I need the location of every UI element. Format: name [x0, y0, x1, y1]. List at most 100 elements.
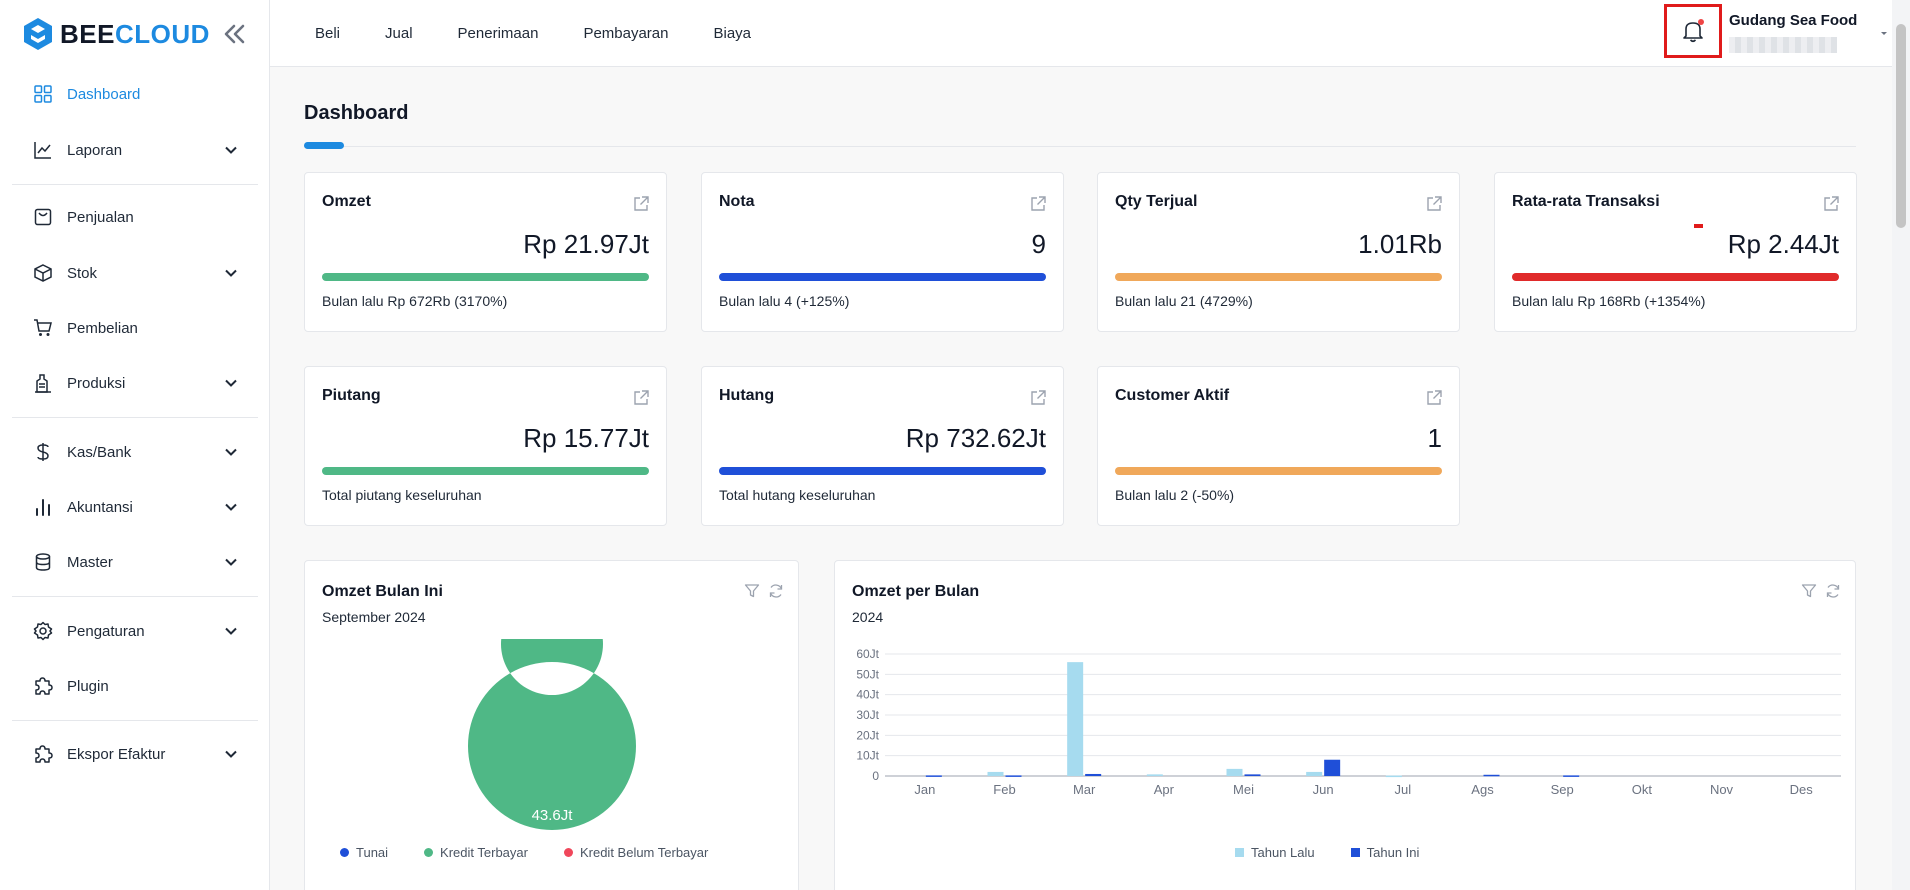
kpi-bar [719, 273, 1046, 281]
kpi-subtitle: Bulan lalu Rp 672Rb (3170%) [322, 293, 508, 309]
legend-label: Tunai [356, 845, 389, 860]
legend-item-tunai[interactable]: Tunai [340, 845, 388, 860]
page-scrollbar[interactable] [1892, 0, 1910, 890]
sidebar-item-label: Pengaturan [67, 622, 145, 640]
kpi-value: Rp 15.77Jt [523, 423, 649, 453]
x-tick-label: Ags [1471, 782, 1494, 797]
bar-tahun-ini-jan[interactable] [925, 775, 942, 777]
title-divider [304, 146, 1856, 147]
bar-tahun-lalu-mei[interactable] [1226, 768, 1243, 776]
beecloud-logo-icon [24, 18, 52, 50]
bar-tahun-ini-jun[interactable] [1324, 759, 1341, 776]
external-link-icon[interactable] [632, 195, 650, 213]
chevron-down-icon [225, 750, 237, 758]
topnav-jual[interactable]: Jual [385, 25, 413, 42]
cart-icon [32, 317, 54, 339]
sidebar-item-stok[interactable]: Stok [12, 251, 258, 295]
kpi-card-rata-rata-transaksi: Rata-rata Transaksi Rp 2.44Jt Bulan lalu R… [1494, 172, 1857, 332]
user-menu[interactable]: Gudang Sea Food [1729, 12, 1889, 56]
bar-tahun-lalu-apr[interactable] [1146, 774, 1163, 776]
bar-tahun-ini-sep[interactable] [1563, 775, 1580, 777]
kpi-title: Nota [719, 193, 755, 210]
scrollbar-thumb[interactable] [1896, 24, 1906, 228]
legend-swatch [1235, 848, 1244, 857]
topnav-beli[interactable]: Beli [315, 25, 341, 42]
chevron-down-icon [225, 269, 237, 277]
sidebar-item-label: Plugin [67, 677, 109, 695]
sidebar-divider [12, 720, 258, 721]
brand-logo[interactable]: BEECLOUD [22, 16, 210, 52]
x-tick-label: Nov [1710, 782, 1734, 797]
x-tick-label: Mei [1233, 782, 1254, 797]
legend-label: Tahun Lalu [1251, 845, 1315, 860]
bar-tahun-ini-mar[interactable] [1085, 773, 1102, 776]
sidebar-item-ekspor-efaktur[interactable]: Ekspor Efaktur [12, 732, 258, 776]
user-name: Gudang Sea Food [1729, 12, 1858, 29]
external-link-icon[interactable] [1425, 195, 1443, 213]
external-link-icon[interactable] [1029, 389, 1047, 407]
external-link-icon[interactable] [1029, 195, 1047, 213]
topnav-biaya[interactable]: Biaya [713, 25, 752, 42]
sidebar-divider [12, 184, 258, 185]
sidebar-item-produksi[interactable]: Produksi [12, 361, 258, 405]
x-tick-label: Okt [1632, 782, 1653, 797]
brand-name-part2: CLOUD [114, 18, 210, 49]
sidebar-divider [12, 417, 258, 418]
y-tick-label: 20Jt [856, 728, 879, 742]
external-link-icon[interactable] [1822, 195, 1840, 213]
sidebar-item-label: Dashboard [67, 85, 141, 103]
sidebar-item-pembelian[interactable]: Pembelian [12, 306, 258, 350]
sidebar-item-plugin[interactable]: Plugin [12, 664, 258, 708]
filter-icon[interactable] [744, 583, 760, 599]
bar-tahun-ini-mei[interactable] [1244, 774, 1261, 776]
sidebar-item-akuntansi[interactable]: Akuntansi [12, 485, 258, 529]
bar-tahun-lalu-jun[interactable] [1306, 771, 1323, 776]
x-tick-label: Des [1790, 782, 1814, 797]
kpi-subtitle: Total hutang keseluruhan [719, 487, 876, 503]
donut-overlap-label: 28.3.9Jt [527, 669, 577, 685]
refresh-icon[interactable] [1825, 583, 1841, 599]
bar-tahun-ini-feb[interactable] [1005, 775, 1022, 777]
notification-button[interactable] [1664, 4, 1722, 58]
kpi-bar [719, 467, 1046, 475]
x-tick-label: Apr [1154, 782, 1175, 797]
kpi-card-omzet: Omzet Rp 21.97Jt Bulan lalu Rp 672Rb (3170… [304, 172, 667, 332]
topnav-penerimaan[interactable]: Penerimaan [457, 25, 539, 42]
collapse-sidebar-button[interactable] [218, 18, 250, 50]
dollar-icon [32, 441, 54, 463]
chevron-down-icon [225, 146, 237, 154]
kpi-title: Rata-rata Transaksi [1512, 193, 1660, 210]
bar-tahun-ini-ags[interactable] [1483, 774, 1500, 777]
puzzle-icon [32, 743, 54, 765]
red-marker [1694, 224, 1703, 228]
kpi-title: Hutang [719, 387, 775, 404]
donut-slice-kredit-terbayar[interactable] [468, 639, 636, 830]
sidebar-item-dashboard[interactable]: Dashboard [12, 72, 258, 116]
sidebar-item-label: Ekspor Efaktur [67, 745, 166, 763]
topnav-pembayaran[interactable]: Pembayaran [583, 25, 669, 42]
sidebar-item-kas-bank[interactable]: Kas/Bank [12, 430, 258, 474]
kpi-value: 9 [1031, 229, 1046, 259]
chevron-down-icon [225, 503, 237, 511]
legend-item-tahun-ini[interactable]: Tahun Ini [1350, 845, 1419, 860]
external-link-icon[interactable] [632, 389, 650, 407]
legend-label: Kredit Belum Terbayar [579, 845, 709, 860]
external-link-icon[interactable] [1425, 389, 1443, 407]
bar-tahun-lalu-feb[interactable] [987, 771, 1004, 776]
x-tick-label: Feb [993, 782, 1015, 797]
kpi-bar [1512, 273, 1839, 281]
filter-icon[interactable] [1801, 583, 1817, 599]
bar-tahun-lalu-mar[interactable] [1067, 662, 1084, 776]
sidebar-item-pengaturan[interactable]: Pengaturan [12, 609, 258, 653]
bar-tahun-lalu-jul[interactable] [1385, 775, 1402, 778]
legend-item-kredit-belum-terbayar[interactable]: Kredit Belum Terbayar [563, 845, 709, 860]
sidebar-item-master[interactable]: Master [12, 540, 258, 584]
refresh-icon[interactable] [768, 583, 784, 599]
legend-item-kredit-terbayar[interactable]: Kredit Terbayar [424, 845, 528, 860]
x-tick-label: Jan [914, 782, 935, 797]
legend-item-tahun-lalu[interactable]: Tahun Lalu [1235, 845, 1315, 860]
kpi-card-customer-aktif: Customer Aktif 1 Bulan lalu 2 (-50%) [1097, 366, 1460, 526]
sidebar-item-penjualan[interactable]: Penjualan [12, 195, 258, 239]
sidebar-item-laporan[interactable]: Laporan [12, 128, 258, 172]
user-subtitle-redacted [1729, 37, 1837, 53]
